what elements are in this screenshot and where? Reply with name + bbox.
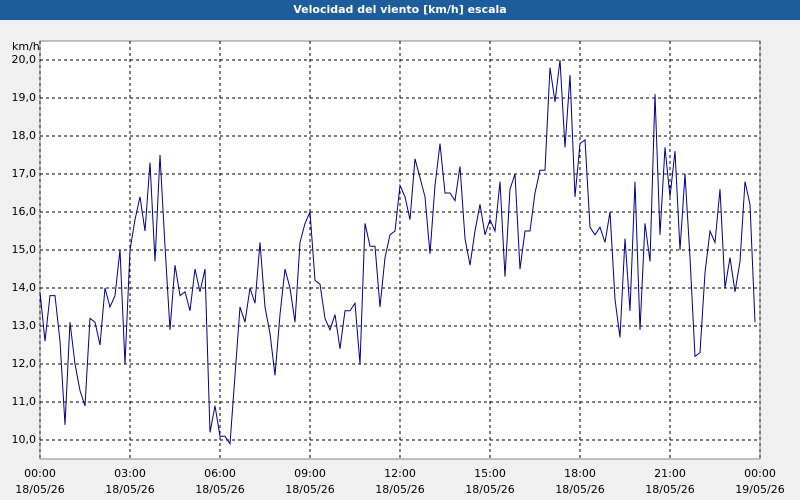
x-tick-date: 18/05/26 [645, 483, 694, 496]
x-tick-date: 19/05/26 [735, 483, 784, 496]
x-tick-label: 06:00 [204, 467, 236, 480]
y-tick-label: 10,0 [12, 433, 37, 446]
x-tick-date: 18/05/26 [375, 483, 424, 496]
x-tick-date: 18/05/26 [195, 483, 244, 496]
y-tick-label: 12,0 [12, 357, 37, 370]
y-axis-label: km/h [12, 40, 40, 53]
x-tick-label: 03:00 [114, 467, 146, 480]
x-tick-date: 18/05/26 [15, 483, 64, 496]
y-tick-label: 15,0 [12, 243, 37, 256]
y-tick-label: 14,0 [12, 281, 37, 294]
y-tick-label: 13,0 [12, 319, 37, 332]
x-tick-label: 00:00 [24, 467, 56, 480]
y-tick-label: 19,0 [12, 91, 37, 104]
x-tick-label: 15:00 [474, 467, 506, 480]
chart-title: Velocidad del viento [km/h] escala [293, 3, 506, 16]
title-bar [0, 0, 800, 20]
y-tick-label: 18,0 [12, 129, 37, 142]
x-tick-date: 18/05/26 [285, 483, 334, 496]
y-tick-label: 16,0 [12, 205, 37, 218]
x-tick-label: 18:00 [564, 467, 596, 480]
x-tick-label: 09:00 [294, 467, 326, 480]
y-tick-label: 11,0 [12, 395, 37, 408]
y-tick-label: 17,0 [12, 167, 37, 180]
y-tick-label: 20,0 [12, 53, 37, 66]
x-tick-date: 18/05/26 [105, 483, 154, 496]
data-line [39, 59, 756, 446]
x-tick-date: 18/05/26 [555, 483, 604, 496]
x-tick-date: 18/05/26 [465, 483, 514, 496]
x-tick-label: 00:00 [744, 467, 776, 480]
x-tick-label: 21:00 [654, 467, 686, 480]
x-tick-label: 12:00 [384, 467, 416, 480]
